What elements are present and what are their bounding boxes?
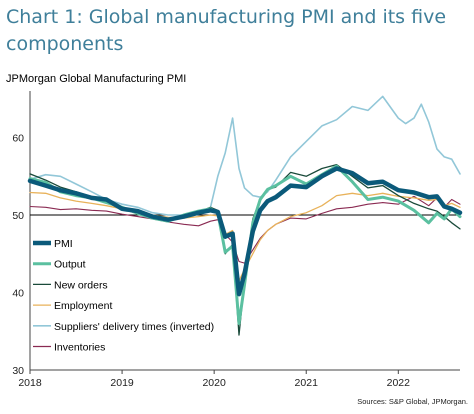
- x-tick-label: 2022: [387, 377, 411, 389]
- series-line-inventories: [29, 195, 461, 264]
- legend-label: PMI: [54, 238, 73, 250]
- legend-label: New orders: [54, 279, 108, 291]
- series-line-pmi: [27, 166, 463, 297]
- x-tick-label: 2018: [18, 377, 42, 389]
- x-tick-label: 2020: [202, 377, 226, 389]
- x-tick-label: 2019: [110, 377, 134, 389]
- legend-label: Output: [54, 259, 86, 271]
- source-note: Sources: S&P Global, JPMorgan.: [357, 397, 468, 406]
- legend-label: Suppliers' delivery times (inverted): [54, 321, 214, 333]
- x-tick-label: 2021: [295, 377, 319, 389]
- chart-title: Chart 1: Global manufacturing PMI and it…: [6, 6, 447, 55]
- y-tick-label: 60: [12, 133, 24, 145]
- legend-label: Employment: [54, 300, 112, 312]
- y-tick-label: 50: [12, 210, 24, 222]
- y-tick-label: 40: [12, 288, 24, 300]
- y-tick-label: 30: [12, 365, 24, 377]
- chart-subtitle: JPMorgan Global Manufacturing PMI: [6, 73, 187, 85]
- series-line-suppliers-delivery-times-inverted: [29, 95, 461, 216]
- legend-label: Inventories: [54, 342, 105, 354]
